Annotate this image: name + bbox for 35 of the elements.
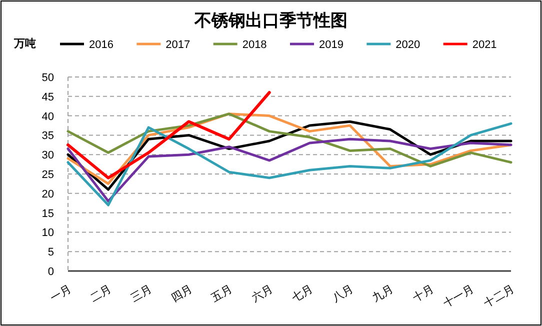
y-tick-label: 30 [42, 150, 54, 162]
y-tick-label: 45 [42, 91, 54, 104]
y-tick-label: 20 [42, 188, 54, 200]
line-series [66, 122, 512, 206]
line-series [66, 112, 512, 168]
x-tick-label: 六月 [249, 282, 275, 305]
legend-label: 2019 [319, 39, 344, 51]
x-tick-label: 十月 [410, 282, 436, 305]
x-tick-label: 二月 [88, 283, 114, 305]
legend-label: 2021 [472, 39, 497, 51]
chart-title: 不锈钢出口季节性图 [194, 11, 348, 30]
x-tick-label: 三月 [128, 283, 154, 305]
x-tick-label: 九月 [370, 282, 396, 305]
y-tick-label: 40 [42, 110, 54, 123]
x-tick-label: 五月 [210, 283, 235, 305]
legend-label: 2017 [166, 39, 190, 51]
x-tick-label: 七月 [290, 282, 316, 305]
x-tick-label: 八月 [330, 283, 356, 305]
y-tick-label: 10 [42, 227, 54, 240]
line-series [66, 91, 271, 180]
x-tick-label: 四月 [169, 283, 194, 305]
x-tick-label: 十二月 [481, 282, 516, 310]
x-tick-label: 一月 [48, 283, 74, 305]
legend-label: 2020 [396, 39, 420, 51]
y-tick-label: 5 [48, 246, 54, 259]
y-tick-label: 0 [48, 266, 54, 278]
legend-label: 2018 [242, 39, 267, 51]
y-axis-title: 万吨 [13, 37, 36, 50]
y-tick-label: 35 [42, 130, 54, 142]
line-series [66, 138, 512, 202]
y-tick-label: 15 [42, 208, 54, 220]
y-tick-label: 50 [42, 72, 54, 84]
legend-label: 2016 [89, 39, 114, 51]
x-tick-label: 十一月 [441, 282, 476, 310]
y-tick-label: 25 [42, 169, 54, 181]
